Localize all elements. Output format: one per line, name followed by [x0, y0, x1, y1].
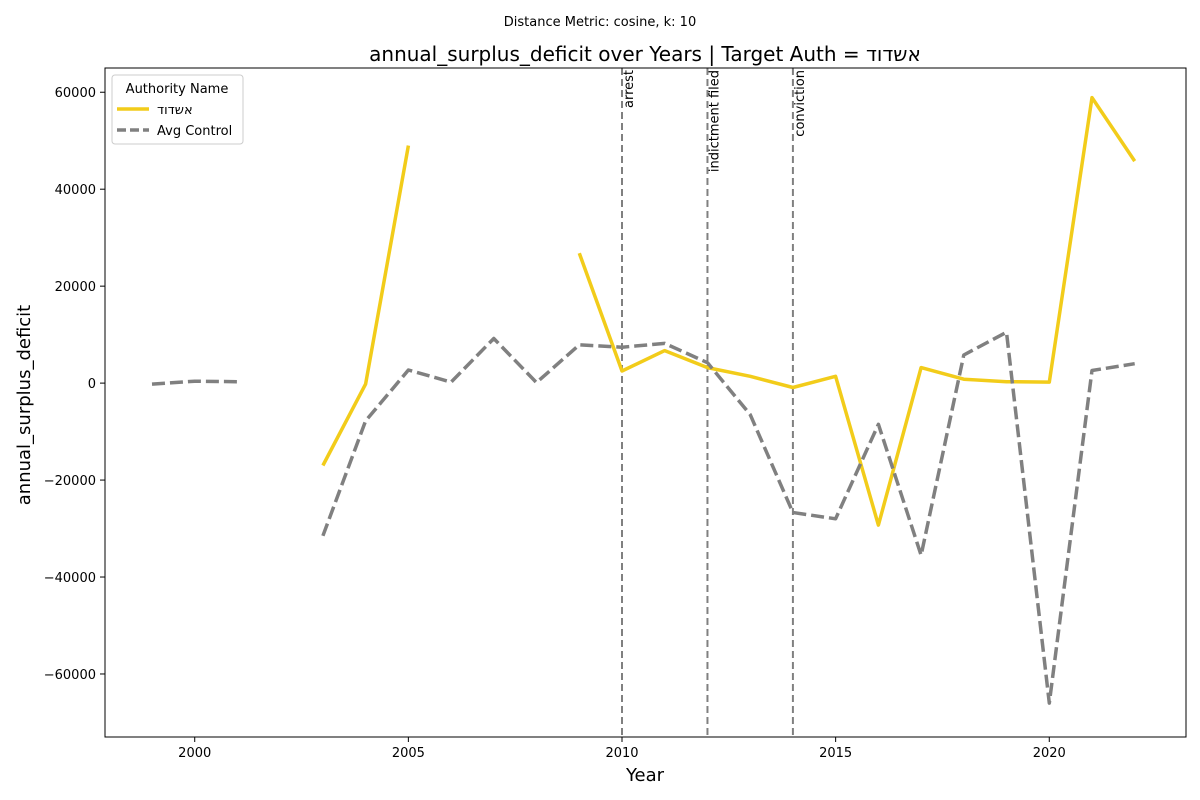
chart-title: annual_surplus_deficit over Years | Targ… — [369, 42, 921, 66]
y-tick-label: 20000 — [55, 280, 96, 295]
x-tick-label: 2015 — [819, 746, 852, 761]
x-axis-label: Year — [625, 765, 665, 786]
series-line — [321, 145, 411, 467]
y-tick-label: 60000 — [55, 86, 96, 101]
series-line — [321, 330, 1135, 705]
legend-entry-label: Avg Control — [157, 124, 232, 139]
x-tick-label: 2020 — [1033, 746, 1066, 761]
legend-title: Authority Name — [126, 82, 229, 97]
legend-box — [111, 74, 244, 145]
y-tick-label: 40000 — [55, 183, 96, 198]
x-tick-label: 2000 — [178, 746, 211, 761]
y-tick-label: −20000 — [44, 474, 96, 489]
chart-suptitle: Distance Metric: cosine, k: 10 — [504, 15, 696, 30]
series-line — [577, 95, 1137, 527]
y-axis-label: annual_surplus_deficit — [14, 305, 35, 505]
event-label: arrest — [622, 70, 637, 108]
y-tick-label: −60000 — [44, 668, 96, 683]
series-line — [151, 379, 238, 386]
y-tick-label: 0 — [88, 377, 96, 392]
plot-area-frame — [104, 67, 1187, 738]
event-label: conviction — [793, 70, 808, 137]
x-tick-label: 2005 — [392, 746, 425, 761]
y-tick-label: −40000 — [44, 571, 96, 586]
legend-entry-label: אשדוד — [157, 103, 193, 118]
x-tick-label: 2010 — [605, 746, 638, 761]
event-label: indictment filed — [707, 70, 722, 172]
